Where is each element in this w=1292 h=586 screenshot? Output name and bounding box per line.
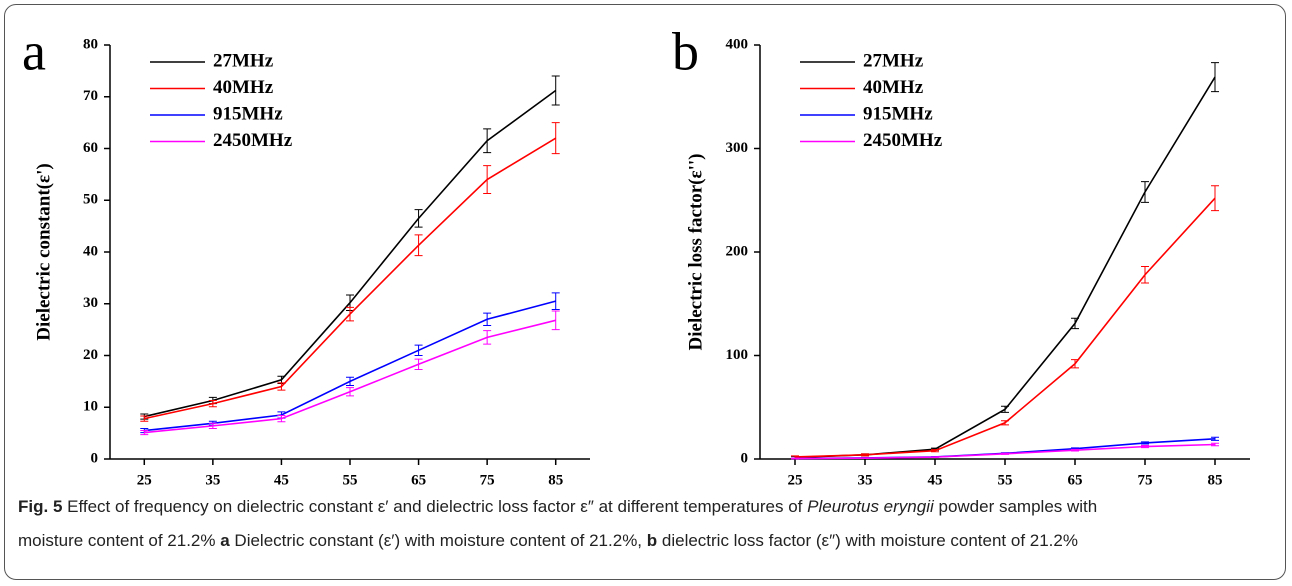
x-tick-label: 35	[205, 472, 220, 488]
error-bar	[861, 457, 869, 459]
error-bar	[791, 457, 799, 460]
x-tick-label: 55	[343, 472, 358, 488]
panel-label: b	[672, 21, 699, 81]
error-bar	[1001, 405, 1009, 413]
y-tick-label: 0	[91, 450, 99, 466]
error-bar	[1141, 445, 1149, 449]
y-axis-title: Dielectric loss factor(ε'')	[685, 154, 706, 351]
error-bar	[1141, 441, 1149, 445]
error-bar	[1211, 62, 1219, 93]
figure-frame	[4, 4, 1286, 580]
legend-label: 40MHz	[863, 77, 924, 98]
x-tick-label: 65	[1068, 472, 1083, 488]
x-tick-label: 65	[411, 472, 426, 488]
caption-species: Pleurotus eryngii	[807, 497, 934, 516]
legend-label: 915MHz	[863, 103, 933, 124]
error-bar	[414, 209, 423, 228]
error-bar	[1071, 317, 1079, 330]
error-bar	[931, 456, 939, 458]
y-tick-label: 20	[83, 347, 98, 363]
y-tick-label: 70	[83, 88, 98, 104]
error-bar	[551, 292, 560, 310]
x-tick-label: 85	[1208, 472, 1223, 488]
error-bar	[1141, 181, 1149, 203]
chart: a0102030405060708025354555657585Temperat…	[22, 21, 1250, 488]
error-bar	[1211, 436, 1219, 441]
error-bar	[346, 387, 354, 397]
y-tick-label: 100	[726, 347, 749, 363]
error-bar	[1001, 420, 1009, 426]
error-bar	[1211, 185, 1219, 212]
error-bar	[208, 422, 217, 429]
x-tick-label: 85	[548, 472, 563, 488]
caption-text: dielectric loss factor (ε″) with moistur…	[657, 531, 1078, 550]
error-bar	[208, 400, 217, 408]
y-tick-label: 0	[741, 450, 749, 466]
error-bar	[861, 453, 869, 457]
caption-text: Effect of frequency on dielectric consta…	[62, 497, 808, 516]
legend-label: 27MHz	[213, 50, 274, 71]
error-bar	[551, 122, 560, 155]
caption-panel: a	[220, 531, 230, 550]
caption-text: moisture content of 21.2%	[18, 531, 221, 550]
caption-text: powder samples with	[933, 497, 1098, 516]
caption-panel: b	[646, 531, 658, 550]
error-bar	[414, 344, 423, 356]
x-tick-label: 25	[788, 472, 803, 488]
legend-label: 2450MHz	[863, 130, 943, 151]
error-bar	[483, 165, 492, 195]
legend-label: 40MHz	[213, 77, 274, 98]
error-bar	[931, 449, 939, 453]
error-bar	[414, 234, 423, 257]
error-bar	[1071, 448, 1079, 452]
x-tick-label: 25	[137, 472, 152, 488]
y-tick-label: 60	[83, 140, 98, 156]
legend-label: 915MHz	[213, 103, 283, 124]
error-bar	[346, 376, 354, 387]
error-bar	[140, 430, 149, 436]
error-bar	[1071, 359, 1079, 369]
error-bar	[483, 128, 492, 154]
y-tick-label: 40	[83, 243, 98, 259]
x-tick-label: 75	[480, 472, 495, 488]
series-line	[144, 89, 557, 418]
series-line	[144, 137, 557, 420]
x-tick-label: 35	[858, 472, 873, 488]
y-axis-title: Dielectric constant(ε')	[33, 163, 54, 340]
caption-text: Dielectric constant (ε′) with moisture c…	[229, 531, 647, 550]
x-tick-label: 55	[998, 472, 1013, 488]
error-bar	[551, 310, 560, 331]
error-bar	[414, 358, 423, 370]
y-tick-label: 200	[726, 243, 749, 259]
series-line	[794, 443, 1216, 460]
error-bar	[140, 415, 149, 422]
caption-fig: Fig. 5	[18, 497, 63, 516]
y-tick-label: 400	[726, 36, 749, 52]
error-bar	[277, 415, 286, 423]
panel-label: a	[22, 21, 46, 81]
caption: Fig. 5 Effect of frequency on dielectric…	[18, 490, 1278, 558]
error-bar	[1001, 452, 1009, 455]
series-line	[794, 197, 1216, 458]
x-tick-label: 45	[274, 472, 289, 488]
legend-label: 2450MHz	[213, 130, 293, 151]
x-tick-label: 45	[928, 472, 943, 488]
y-tick-label: 80	[83, 36, 98, 52]
error-bar	[1141, 265, 1149, 284]
error-bar	[551, 75, 560, 106]
error-bar	[1211, 442, 1219, 447]
y-tick-label: 30	[83, 295, 98, 311]
legend-label: 27MHz	[863, 50, 924, 71]
error-bar	[277, 382, 286, 391]
x-tick-label: 75	[1138, 472, 1153, 488]
y-tick-label: 50	[83, 192, 98, 208]
y-tick-label: 300	[726, 140, 749, 156]
error-bar	[483, 312, 492, 326]
y-tick-label: 10	[83, 399, 98, 415]
series-line	[144, 319, 556, 434]
error-bar	[346, 306, 354, 322]
error-bar	[483, 330, 492, 345]
